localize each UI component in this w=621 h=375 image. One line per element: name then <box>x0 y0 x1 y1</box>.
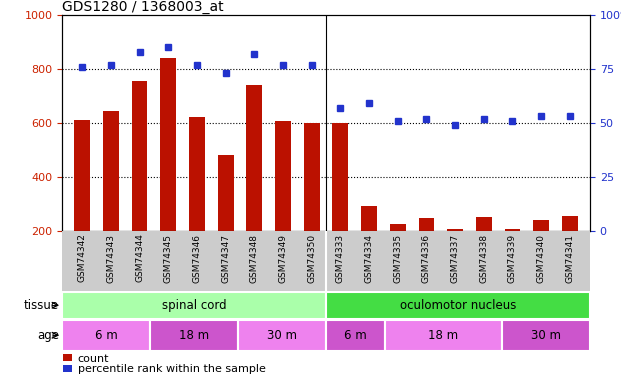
Text: GSM74342: GSM74342 <box>78 234 87 282</box>
Bar <box>275 122 291 231</box>
Text: GSM74338: GSM74338 <box>479 234 488 283</box>
Bar <box>390 224 406 231</box>
Bar <box>419 219 434 231</box>
Bar <box>332 123 348 231</box>
Text: GSM74341: GSM74341 <box>565 234 574 283</box>
Text: percentile rank within the sample: percentile rank within the sample <box>78 364 266 374</box>
Bar <box>502 320 590 351</box>
Text: GSM74334: GSM74334 <box>365 234 374 283</box>
Bar <box>447 229 463 231</box>
Bar <box>218 155 233 231</box>
Text: 30 m: 30 m <box>531 329 561 342</box>
Bar <box>189 117 205 231</box>
Text: GSM74344: GSM74344 <box>135 234 144 282</box>
Bar <box>505 229 520 231</box>
Bar <box>63 354 72 361</box>
Bar <box>361 206 377 231</box>
Text: GDS1280 / 1368003_at: GDS1280 / 1368003_at <box>62 0 224 14</box>
Bar <box>132 81 147 231</box>
Text: GSM74349: GSM74349 <box>278 234 288 283</box>
Bar <box>160 58 176 231</box>
Text: age: age <box>37 329 59 342</box>
Text: GSM74347: GSM74347 <box>221 234 230 283</box>
Bar <box>150 320 238 351</box>
Text: GSM74336: GSM74336 <box>422 234 431 283</box>
Text: count: count <box>78 354 109 364</box>
Text: 6 m: 6 m <box>344 329 367 342</box>
Bar <box>562 216 578 231</box>
Text: 6 m: 6 m <box>95 329 117 342</box>
Text: GSM74335: GSM74335 <box>393 234 402 283</box>
Text: GSM74343: GSM74343 <box>106 234 116 283</box>
Text: GSM74345: GSM74345 <box>164 234 173 283</box>
Text: oculomotor nucleus: oculomotor nucleus <box>400 299 516 312</box>
Bar <box>247 85 262 231</box>
Bar <box>384 320 502 351</box>
Text: GSM74340: GSM74340 <box>537 234 546 283</box>
Text: GSM74333: GSM74333 <box>336 234 345 283</box>
Text: 18 m: 18 m <box>428 329 458 342</box>
Text: GSM74350: GSM74350 <box>307 234 316 283</box>
Bar <box>103 111 119 231</box>
Bar <box>533 220 549 231</box>
Text: GSM74346: GSM74346 <box>193 234 201 283</box>
Bar <box>62 292 326 319</box>
Text: GSM74348: GSM74348 <box>250 234 259 283</box>
Bar <box>476 217 492 231</box>
Text: 18 m: 18 m <box>179 329 209 342</box>
Text: spinal cord: spinal cord <box>161 299 227 312</box>
Text: GSM74337: GSM74337 <box>451 234 460 283</box>
Text: tissue: tissue <box>24 299 59 312</box>
Bar <box>326 320 384 351</box>
Text: 30 m: 30 m <box>267 329 297 342</box>
Bar <box>63 365 72 372</box>
Bar <box>326 292 590 319</box>
Bar <box>304 123 320 231</box>
Bar <box>238 320 326 351</box>
Bar <box>62 320 150 351</box>
Bar <box>75 120 90 231</box>
Text: GSM74339: GSM74339 <box>508 234 517 283</box>
